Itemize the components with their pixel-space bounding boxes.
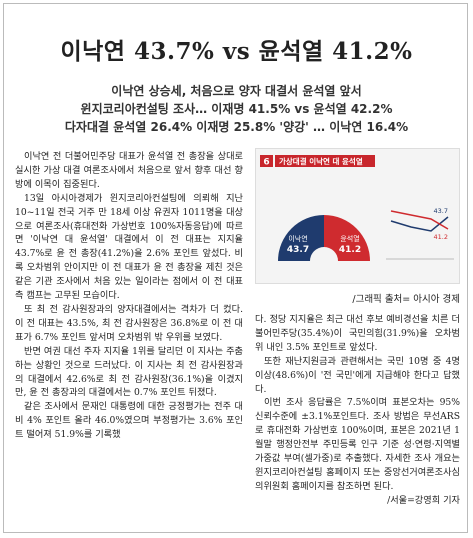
byline: /서울=강영희 기자 — [387, 494, 460, 506]
left-column: 이낙연 전 더불어민주당 대표가 윤석열 전 총장을 상대로 실시한 가상 대결… — [15, 150, 243, 442]
paragraph: 반면 여권 대선 주자 지지율 1위를 달리던 이 지사는 주춤하는 상황인 것… — [15, 345, 243, 399]
trend-label: 43.7 — [434, 207, 448, 215]
headline: 이낙연 43.7% vs 윤석열 41.2% — [60, 38, 413, 65]
figure-title: 가상대결 이낙연 대 윤석열 — [279, 156, 363, 166]
left-value: 43.7 — [287, 245, 309, 255]
figure-caption: /그래픽 출처= 아시아 경제 — [352, 294, 460, 305]
paragraph: 다. 정당 지지율은 최근 대선 후보 예비경선을 치른 더불어민주당(35.4… — [255, 314, 460, 353]
right-name: 윤석열 — [340, 234, 359, 243]
figure-tag-box — [260, 155, 273, 167]
left-name: 이낙연 — [288, 234, 307, 243]
trend-line-red — [390, 210, 449, 230]
paragraph: 또 최 전 감사원장과의 양자대결에서는 격차가 더 컸다. 이 전 대표는 4… — [15, 303, 243, 343]
subheads: 이낙연 상승세, 처음으로 양자 대결서 윤석열 앞서 윈지코리아컨설팅 조사…… — [4, 82, 469, 136]
paragraph: 같은 조사에서 문재인 대통령에 대한 긍정평가는 전주 대비 4% 포인트 올… — [15, 401, 243, 441]
right-segment — [324, 215, 370, 261]
trend-label: 41.2 — [434, 233, 448, 241]
clipping: 이낙연 43.7% vs 윤석열 41.2% 이낙연 상승세, 처음으로 양자 … — [3, 3, 468, 533]
figure-number: 6 — [263, 158, 269, 168]
figure-graphic: 6 가상대결 이낙연 대 윤석열 이낙연 43.7 윤석열 41.2 43.7 … — [260, 155, 454, 275]
paragraph: 이번 조사 응답률은 7.5%이며 표본오차는 95% 신뢰수준에 ±3.1%포… — [255, 397, 460, 492]
figure-title-box — [275, 155, 375, 167]
subhead: 이낙연 상승세, 처음으로 양자 대결서 윤석열 앞서 — [111, 84, 362, 98]
paragraph: 이낙연 전 더불어민주당 대표가 윤석열 전 총장을 상대로 실시한 가상 대결… — [15, 151, 243, 190]
paragraph: 또한 재난지원금과 관련해서는 국민 10명 중 4명 이상(48.6%)이 '… — [255, 355, 460, 395]
left-segment — [278, 215, 324, 261]
right-column: 다. 정당 지지율은 최근 대선 후보 예비경선을 치른 더불어민주당(35.4… — [255, 313, 460, 508]
figure: 6 가상대결 이낙연 대 윤석열 이낙연 43.7 윤석열 41.2 43.7 … — [255, 148, 460, 284]
center-hole — [310, 247, 338, 275]
paragraph: 13일 아시아경제가 윈지코리아컨설팅에 의뢰해 지난 10~11일 전국 거주… — [15, 192, 243, 302]
subhead: 윈지코리아컨설팅 조사… 이재명 41.5% vs 윤석열 42.2% — [80, 102, 393, 116]
subhead: 다자대결 윤석열 26.4% 이재명 25.8% '양강' … 이낙연 16.4… — [64, 120, 409, 134]
right-value: 41.2 — [339, 245, 361, 255]
